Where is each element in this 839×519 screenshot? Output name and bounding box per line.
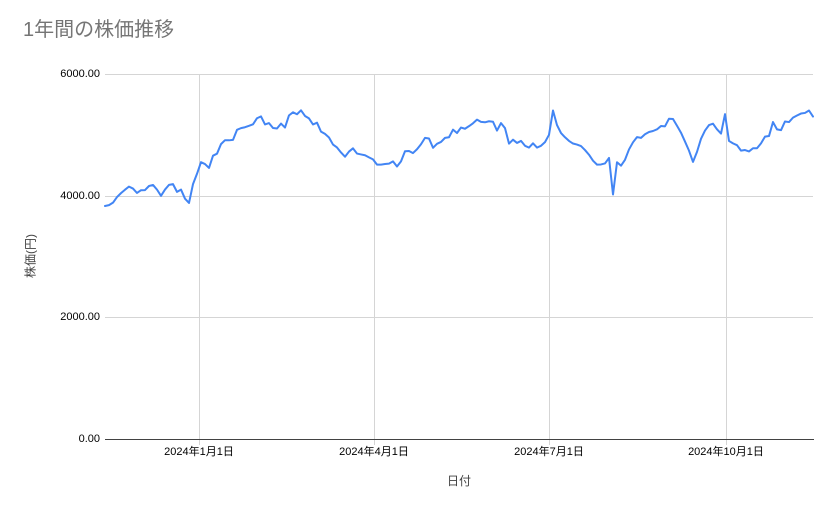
x-tick-label: 2024年1月1日 xyxy=(164,446,234,458)
chart-title: 1年間の株価推移 xyxy=(23,19,175,41)
y-axis-title: 株価(円) xyxy=(23,234,38,278)
price-line-series xyxy=(104,109,814,208)
x-tick-label: 2024年4月1日 xyxy=(339,446,409,458)
y-tick-label: 0.00 xyxy=(78,433,100,445)
x-tick-label: 2024年10月1日 xyxy=(688,446,764,458)
x-tick-label: 2024年7月1日 xyxy=(514,446,584,458)
x-axis-title: 日付 xyxy=(446,474,472,488)
y-tick-label: 4000.00 xyxy=(60,189,100,202)
y-tick-label: 2000.00 xyxy=(60,311,100,324)
y-tick-label: 6000.00 xyxy=(60,68,100,80)
